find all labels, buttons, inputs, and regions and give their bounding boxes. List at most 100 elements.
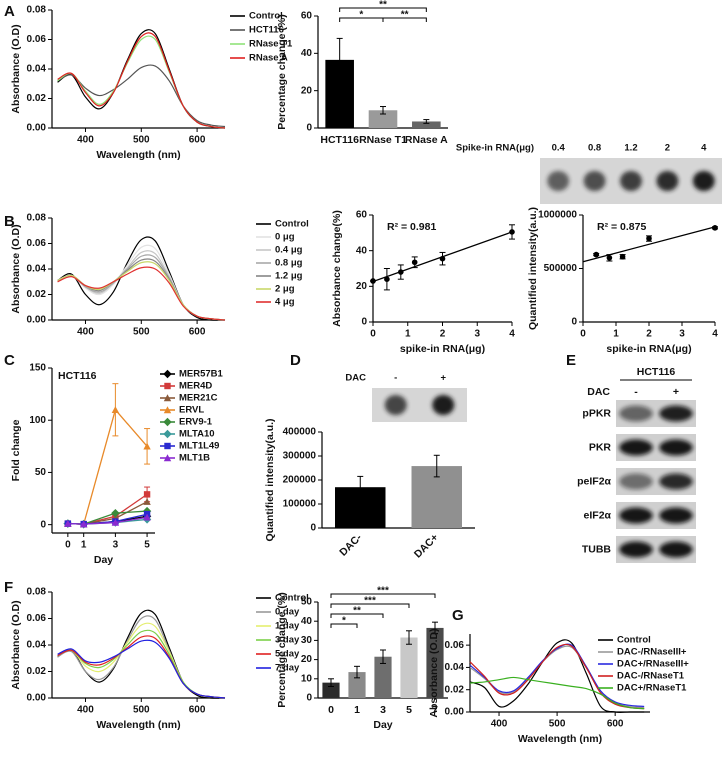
- x-axis-title: Wavelength (nm): [518, 733, 602, 745]
- legend-label: 0.8 μg: [275, 258, 303, 269]
- data-point: [398, 269, 404, 275]
- blot-band: [619, 473, 653, 490]
- significance-label: **: [379, 0, 387, 11]
- data-point: [646, 235, 652, 242]
- significance-label: *: [342, 616, 346, 627]
- y-tick-label: 100: [29, 415, 46, 426]
- data-point: [163, 454, 172, 462]
- x-tick-label: 500: [133, 705, 150, 716]
- row-label: pPKR: [582, 407, 611, 419]
- data-point: [79, 520, 88, 528]
- x-tick-label: 3: [474, 329, 480, 340]
- blot-band: [659, 507, 693, 524]
- y-tick-label: 0: [306, 693, 312, 704]
- blot-band: [659, 473, 693, 490]
- x-axis-title: spike-in RNA(μg): [606, 343, 691, 355]
- x-tick-label: 500: [549, 719, 566, 730]
- x-tick-label: 5: [406, 704, 412, 716]
- x-tick-label: 1: [613, 329, 619, 340]
- y-tick-label: 0: [361, 317, 367, 328]
- legend-label: 0 μg: [275, 232, 295, 243]
- blot-lane-label: 0.8: [588, 143, 601, 154]
- data-point: [163, 417, 172, 427]
- x-tick-label: 3: [380, 704, 386, 716]
- y-axis-title: Absorbance change(%): [331, 210, 343, 327]
- blot-band: [659, 541, 693, 558]
- y-tick-label: 200000: [283, 475, 317, 486]
- row-label: TUBB: [582, 543, 612, 555]
- blot-band: [619, 439, 653, 456]
- x-tick-label: 5: [144, 540, 150, 551]
- x-tick-label: 2: [646, 329, 652, 340]
- legend-label: DAC-/RNaseIII+: [617, 647, 687, 658]
- series-line: [469, 643, 645, 710]
- significance-bracket: [339, 7, 427, 12]
- blot-spot: [692, 171, 715, 191]
- legend-label: MER57B1: [179, 369, 224, 380]
- blot-title: Spike-in RNA(μg): [456, 143, 534, 154]
- x-tick-label: 1: [81, 540, 87, 551]
- series-line: [57, 29, 226, 129]
- legend-label: DAC-/RNaseT1: [617, 671, 685, 682]
- chart-title: HCT116: [58, 370, 97, 382]
- significance-label: ***: [377, 586, 389, 597]
- y-tick-label: 0.06: [445, 640, 465, 651]
- significance-label: **: [353, 606, 361, 617]
- y-tick-label: 500000: [544, 263, 578, 274]
- x-tick-label: 4: [509, 329, 515, 340]
- series-line: [469, 639, 645, 714]
- y-tick-label: 30: [301, 635, 313, 646]
- row-label: peIF2α: [577, 475, 611, 487]
- blot-band: [659, 405, 693, 422]
- lane-label: -: [634, 386, 638, 398]
- legend-label: 1 day: [275, 621, 300, 632]
- y-tick-label: 0.04: [27, 264, 47, 275]
- x-tick-label: 600: [189, 705, 206, 716]
- legend-label: Control: [249, 11, 283, 22]
- legend-label: RNase A: [249, 53, 288, 64]
- data-point: [593, 251, 599, 258]
- x-tick-label: 1: [405, 329, 411, 340]
- legend-label: 7 day: [275, 663, 300, 674]
- y-tick-label: 50: [35, 467, 47, 478]
- x-tick-label: DAC-: [337, 531, 364, 558]
- x-tick-label: 2: [440, 329, 446, 340]
- y-tick-label: 0: [306, 123, 312, 134]
- y-tick-label: 0.06: [27, 34, 47, 45]
- legend-label: 0.4 μg: [275, 245, 303, 256]
- y-tick-label: 0.06: [27, 613, 47, 624]
- significance-bracket: [330, 613, 384, 618]
- blot-band: [619, 405, 653, 422]
- blot-band: [619, 507, 653, 524]
- blot-band: [659, 439, 693, 456]
- annotation: R² = 0.981: [387, 221, 436, 233]
- data-point: [370, 278, 376, 284]
- x-tick-label: 600: [189, 135, 206, 146]
- legend-label: MLTA10: [179, 429, 215, 440]
- blot-spot: [384, 395, 407, 415]
- x-tick-label: DAC+: [412, 532, 441, 561]
- panel-label: A: [4, 3, 15, 20]
- data-point: [143, 491, 151, 498]
- series-line: [57, 615, 226, 699]
- blot-band: [619, 541, 653, 558]
- significance-bracket: [382, 17, 427, 22]
- significance-label: **: [401, 10, 409, 21]
- y-tick-label: 0.00: [27, 693, 47, 704]
- x-axis-title: Day: [373, 719, 392, 731]
- data-point: [712, 225, 718, 231]
- legend-label: HCT116: [249, 25, 284, 36]
- y-tick-label: 0.02: [445, 684, 465, 695]
- x-tick-label: 1: [354, 704, 360, 716]
- y-tick-label: 40: [356, 245, 368, 256]
- bar: [412, 121, 441, 128]
- y-axis-title: Percentage change (%): [276, 592, 288, 708]
- row-label: eIF2α: [584, 509, 612, 521]
- legend-label: 3 day: [275, 635, 300, 646]
- fit-line: [582, 226, 716, 263]
- legend-label: RNase T1: [249, 39, 293, 50]
- series-line: [469, 643, 645, 708]
- legend-label: 0 day: [275, 607, 300, 618]
- bar: [400, 637, 418, 698]
